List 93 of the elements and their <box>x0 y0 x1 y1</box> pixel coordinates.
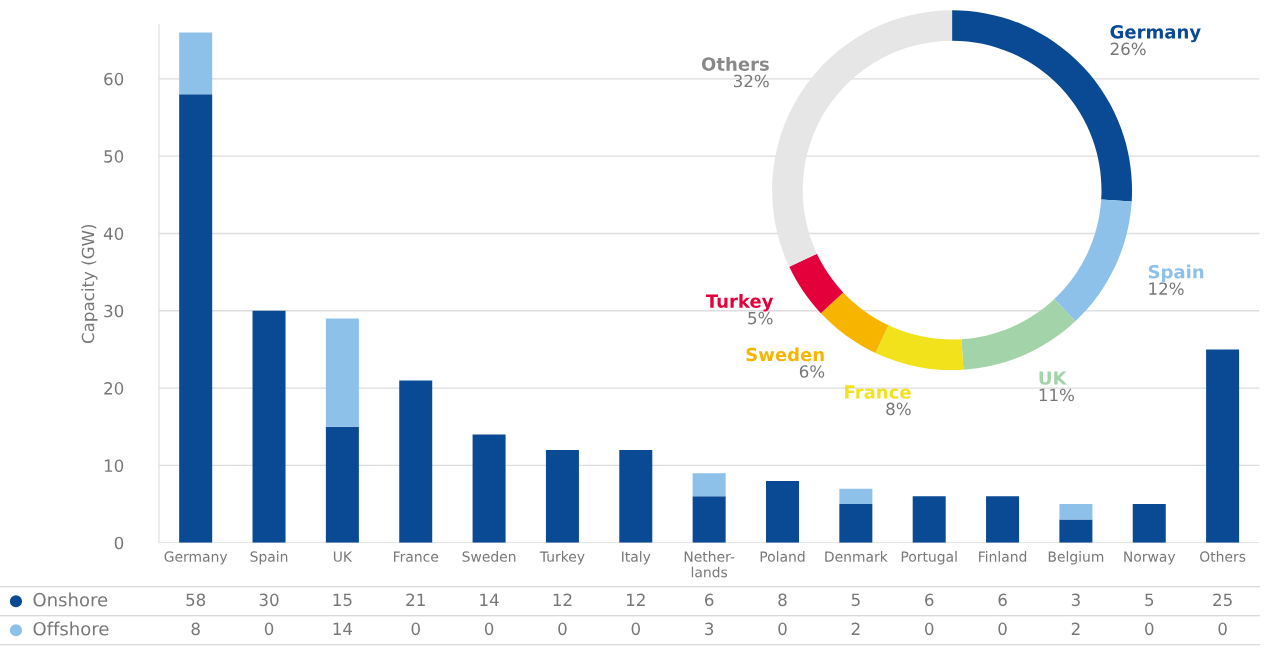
data-label: 15 <box>333 593 352 607</box>
x-tick-label: Denmark <box>825 551 888 562</box>
data-label: 32% <box>733 74 769 88</box>
data-label: 21 <box>406 593 425 606</box>
x-tick-label: Poland <box>760 551 805 562</box>
data-label: 0 <box>558 622 567 636</box>
x-tick-label: Germany <box>164 551 228 565</box>
x-tick-label: Finland <box>979 551 1027 562</box>
y-tick-label: 10 <box>104 459 124 472</box>
data-label: 0 <box>778 622 787 636</box>
legend-label: Offshore <box>33 621 109 636</box>
x-tick-label: Spain <box>250 551 288 565</box>
data-label: 0 <box>1218 622 1227 636</box>
slice-label: Germany <box>1110 24 1201 43</box>
bar <box>912 496 946 543</box>
data-label: 5 <box>851 593 860 607</box>
x-tick-label: UK <box>333 551 353 562</box>
bar <box>1059 504 1093 520</box>
donut-slice <box>1054 199 1132 322</box>
data-label: 5 <box>1145 593 1154 607</box>
data-label: 6 <box>925 593 934 607</box>
data-label: 14 <box>480 593 499 606</box>
slice-label: Spain <box>1148 264 1204 283</box>
y-tick-label: 20 <box>104 382 124 395</box>
bar <box>619 449 653 543</box>
x-tick-label: Belgium <box>1048 551 1104 565</box>
bar <box>986 496 1020 543</box>
data-label: 25 <box>1213 593 1232 607</box>
data-label: 12% <box>1149 282 1184 295</box>
slice-label: France <box>845 385 911 399</box>
data-label: 2 <box>1071 622 1080 635</box>
x-tick-label: Turkey <box>539 551 585 565</box>
bar <box>252 310 286 543</box>
data-label: 0 <box>1145 622 1154 636</box>
data-label: 3 <box>1071 593 1080 607</box>
data-label: 8 <box>778 593 787 607</box>
x-tick-label: Italy <box>622 551 651 565</box>
data-label: 6 <box>998 593 1007 607</box>
y-tick-label: 0 <box>114 536 124 550</box>
bar <box>692 473 726 497</box>
bar <box>839 488 873 505</box>
donut-slice <box>875 325 964 371</box>
data-label: 8% <box>886 402 911 416</box>
data-label: 0 <box>924 622 934 636</box>
bar <box>1132 504 1166 543</box>
bar <box>839 504 873 543</box>
x-tick-label: Norway <box>1124 551 1176 565</box>
data-label: 6% <box>799 365 825 378</box>
legend-label: Onshore <box>33 592 108 607</box>
bar <box>765 480 799 543</box>
bar <box>325 426 359 543</box>
bar <box>1206 349 1240 543</box>
x-tick-label: Others <box>1200 551 1246 562</box>
donut-slice <box>961 299 1076 370</box>
data-label: 30 <box>259 593 279 607</box>
data-label: 8 <box>191 622 200 636</box>
y-axis-title: Capacity (GW) <box>81 224 98 344</box>
slice-label: Sweden <box>746 347 824 362</box>
data-label: 0 <box>631 622 640 636</box>
data-label: 11% <box>1039 388 1074 402</box>
data-label: 0 <box>484 622 494 636</box>
x-tick-label: Sweden <box>462 551 516 562</box>
donut-slice <box>789 253 844 314</box>
data-label: 26% <box>1110 42 1146 56</box>
data-label: 3 <box>705 622 714 636</box>
bar <box>692 496 726 543</box>
y-tick-label: 40 <box>103 227 124 241</box>
bar <box>179 32 213 95</box>
x-tick-label: France <box>394 551 439 562</box>
data-label: 0 <box>998 622 1007 636</box>
data-label: 0 <box>411 622 420 636</box>
data-label: 2 <box>851 622 860 635</box>
data-label: 6 <box>705 593 714 607</box>
data-label: 12 <box>627 593 645 606</box>
slice-label: UK <box>1039 371 1068 385</box>
data-label: 12 <box>553 593 572 606</box>
bar <box>325 318 359 427</box>
x-tick-label: Nether- lands <box>684 551 735 578</box>
bar <box>545 449 579 543</box>
bar <box>1059 519 1093 543</box>
data-label: 58 <box>186 593 206 607</box>
bar <box>179 94 213 543</box>
slice-label: Turkey <box>705 293 774 312</box>
bar <box>399 380 433 543</box>
data-label: 14 <box>333 622 353 635</box>
y-tick-label: 50 <box>104 150 124 163</box>
bar <box>472 434 506 543</box>
data-label: 5% <box>748 311 773 325</box>
y-tick-label: 60 <box>104 72 124 86</box>
slice-label: Others <box>701 56 769 71</box>
x-tick-label: Portugal <box>901 551 957 565</box>
data-label: 0 <box>264 622 274 636</box>
y-tick-label: 30 <box>104 304 124 318</box>
